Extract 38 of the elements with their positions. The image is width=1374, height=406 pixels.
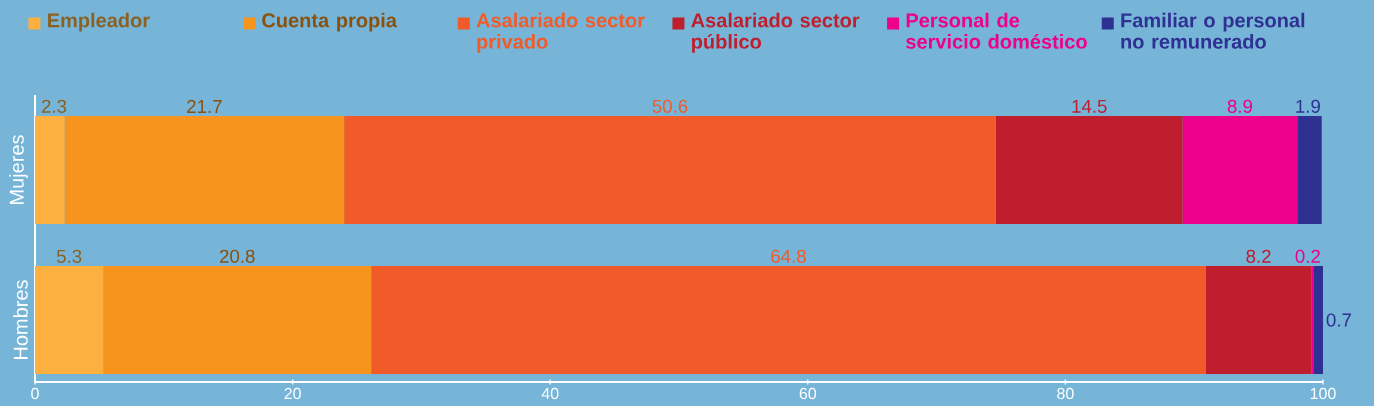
data-label: 2.3	[41, 99, 67, 113]
x-tick-label: 80	[1057, 387, 1074, 400]
bar	[1182, 116, 1298, 225]
x-tick-label: 20	[284, 387, 301, 400]
legend-label: Empleador	[48, 12, 150, 32]
bar	[1297, 116, 1322, 225]
data-label: 8.9	[1227, 99, 1253, 113]
x-tick-label: 100	[1310, 387, 1336, 400]
legend-label: Personal de servicio doméstico	[906, 12, 1087, 49]
data-label: 1.9	[1296, 99, 1320, 113]
x-tick-label: 60	[799, 387, 817, 400]
data-label: 0.2	[1295, 249, 1320, 263]
bar	[344, 116, 996, 225]
bar	[103, 266, 372, 375]
data-label: 5.3	[56, 249, 82, 263]
data-label: 20.8	[220, 249, 255, 263]
bar	[1311, 266, 1314, 375]
bar	[64, 116, 345, 225]
legend-label: Asalariado sector privado	[476, 12, 645, 53]
bar	[995, 116, 1183, 225]
data-label: 8.2	[1246, 249, 1271, 263]
legend-label: Familiar o personal no remunerado	[1121, 12, 1305, 49]
x-tick-label: 0	[31, 387, 39, 400]
legend-label: Asalariado sector público	[691, 12, 860, 53]
data-label: 21.7	[187, 99, 222, 113]
y-tick-label: Mujeres	[9, 135, 28, 204]
data-label: 64.8	[771, 249, 806, 263]
data-label: 50.6	[652, 99, 688, 113]
data-label: 0.7	[1326, 313, 1351, 327]
x-tick-label: 40	[541, 387, 559, 400]
data-label: 14.5	[1072, 99, 1107, 113]
bar	[35, 116, 65, 225]
y-tick-label: Hombres	[13, 280, 28, 359]
bar	[35, 266, 104, 375]
legend-label: Cuenta propia	[262, 12, 398, 32]
bar	[1205, 266, 1312, 375]
bar	[1313, 266, 1323, 375]
bar	[371, 266, 1206, 375]
